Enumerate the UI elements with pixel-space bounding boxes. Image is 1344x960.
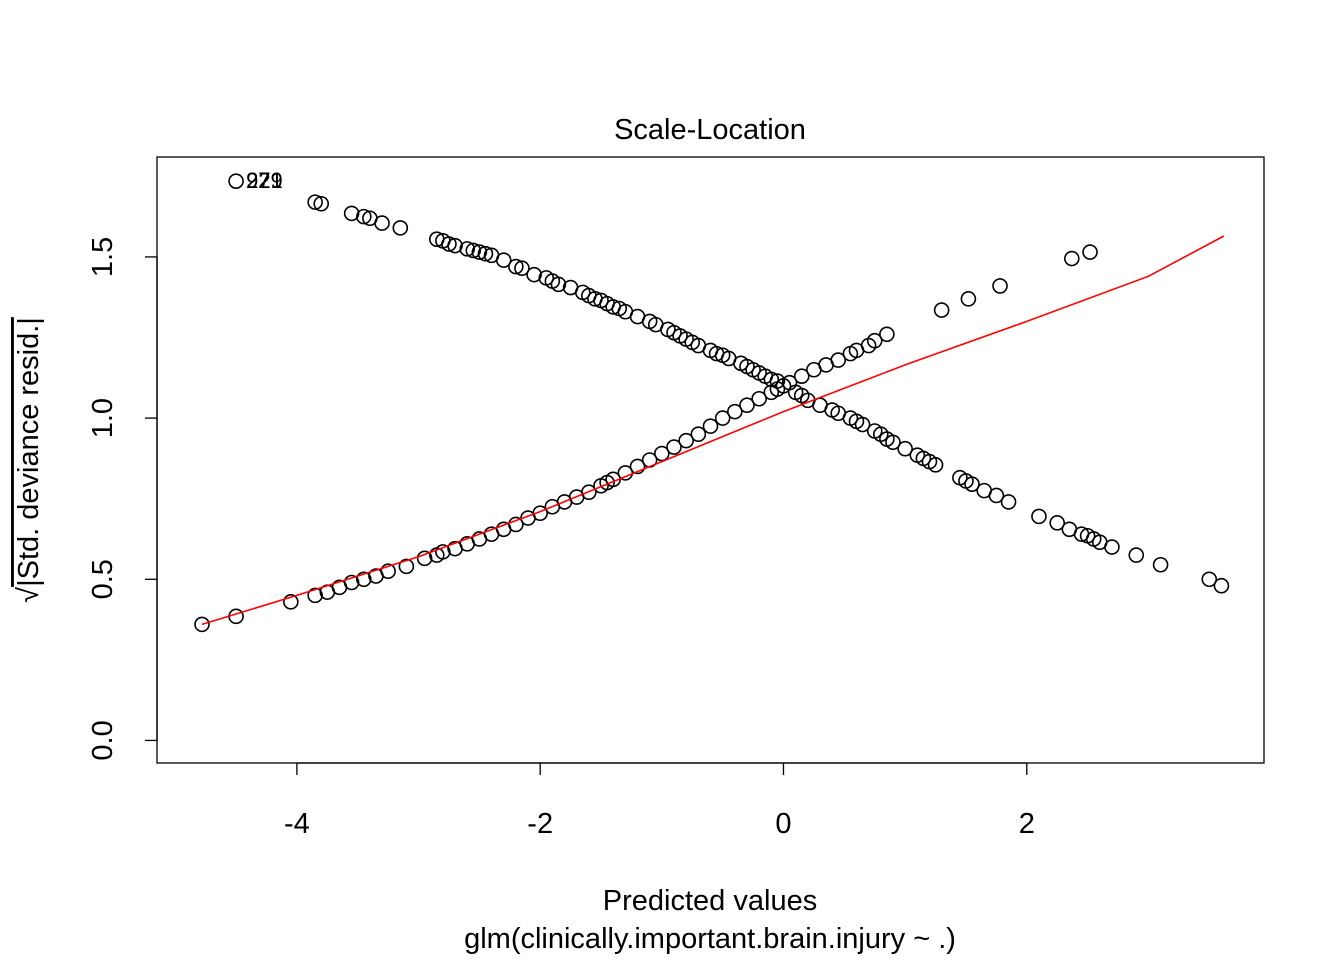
point-label: 221 [246,168,283,193]
data-point [514,260,530,277]
data-point [435,544,451,560]
data-point [666,439,682,455]
y-tick-label: 1.5 [87,237,119,277]
data-point [960,291,977,307]
data-point [526,266,542,283]
y-tick-label: 1.0 [87,398,119,438]
data-point [1049,515,1065,531]
data-point [885,434,901,451]
data-point [508,516,524,533]
y-axis: 0.0 0.5 1.0 1.5 [87,237,158,761]
data-point [283,594,299,610]
data-point [307,194,323,210]
y-axis-label-text: |Std. deviance resid.| [13,317,45,587]
data-point [356,571,372,588]
data-point [1082,244,1098,260]
data-point [897,440,913,457]
data-point [532,505,548,521]
data-point [477,245,494,262]
data-point [1031,508,1047,525]
data-point [727,403,743,420]
data-point [751,390,767,407]
x-tick-label: 0 [775,808,791,840]
data-point [471,244,488,260]
data-point [441,236,457,252]
x-tick-label: 2 [1019,808,1035,840]
data-point [343,205,360,222]
y-tick-label: 0.0 [87,720,119,760]
smoother-layer [201,235,1225,626]
data-point [1000,494,1017,510]
data-point [769,381,786,397]
data-point [1213,577,1230,594]
x-axis: -4 -2 0 2 [284,762,1035,840]
data-point [508,258,524,275]
data-point [228,173,244,189]
y-axis-label-group: √|Std. deviance resid.| [13,317,45,603]
x-axis-label: Predicted values [603,885,817,917]
plot-frame [156,156,1265,764]
data-point [1152,556,1169,573]
data-point [702,418,719,434]
data-point [374,215,390,231]
data-point [629,458,646,475]
data-point [854,416,871,433]
data-point [866,332,883,349]
data-point [678,432,694,449]
point-label: 97 [246,168,270,193]
chart-subtitle: glm(clinically.important.brain.injury ~ … [464,923,956,955]
data-point [380,563,396,580]
data-point [690,426,707,443]
data-point [988,487,1005,504]
data-point [447,237,463,254]
data-point [992,278,1008,294]
data-point [356,208,372,225]
data-point [416,550,433,567]
data-point [1201,571,1218,588]
data-point [495,252,512,268]
data-point [343,574,360,591]
data-point [879,326,895,343]
data-point [654,445,670,462]
data-point [194,616,210,633]
data-point [459,241,476,257]
y-tick-label: 0.5 [87,559,119,599]
data-point [739,397,755,414]
data-point [1128,547,1145,563]
data-point [392,220,409,236]
x-tick-label: -4 [284,808,310,840]
data-point [714,410,731,426]
data-point [933,302,950,318]
data-point [927,457,944,473]
data-point [465,242,482,259]
scatter-points [194,173,1230,633]
chart-title: Scale-Location [614,114,806,146]
data-point [1063,250,1080,267]
data-point [964,476,980,492]
data-point [550,276,567,293]
smoother-line [201,235,1225,626]
data-point [398,558,415,575]
data-point [228,608,244,625]
data-point [313,195,330,212]
point-label: 229 [246,168,283,193]
data-point [830,352,847,368]
data-point [793,368,810,384]
data-point [781,374,798,391]
y-axis-sqrt-symbol: √ [13,587,45,603]
data-point [307,587,323,604]
y-axis-label: √|Std. deviance resid.| [13,317,45,603]
x-tick-label: -2 [527,808,553,840]
data-point [1104,539,1120,555]
data-point [581,484,597,501]
